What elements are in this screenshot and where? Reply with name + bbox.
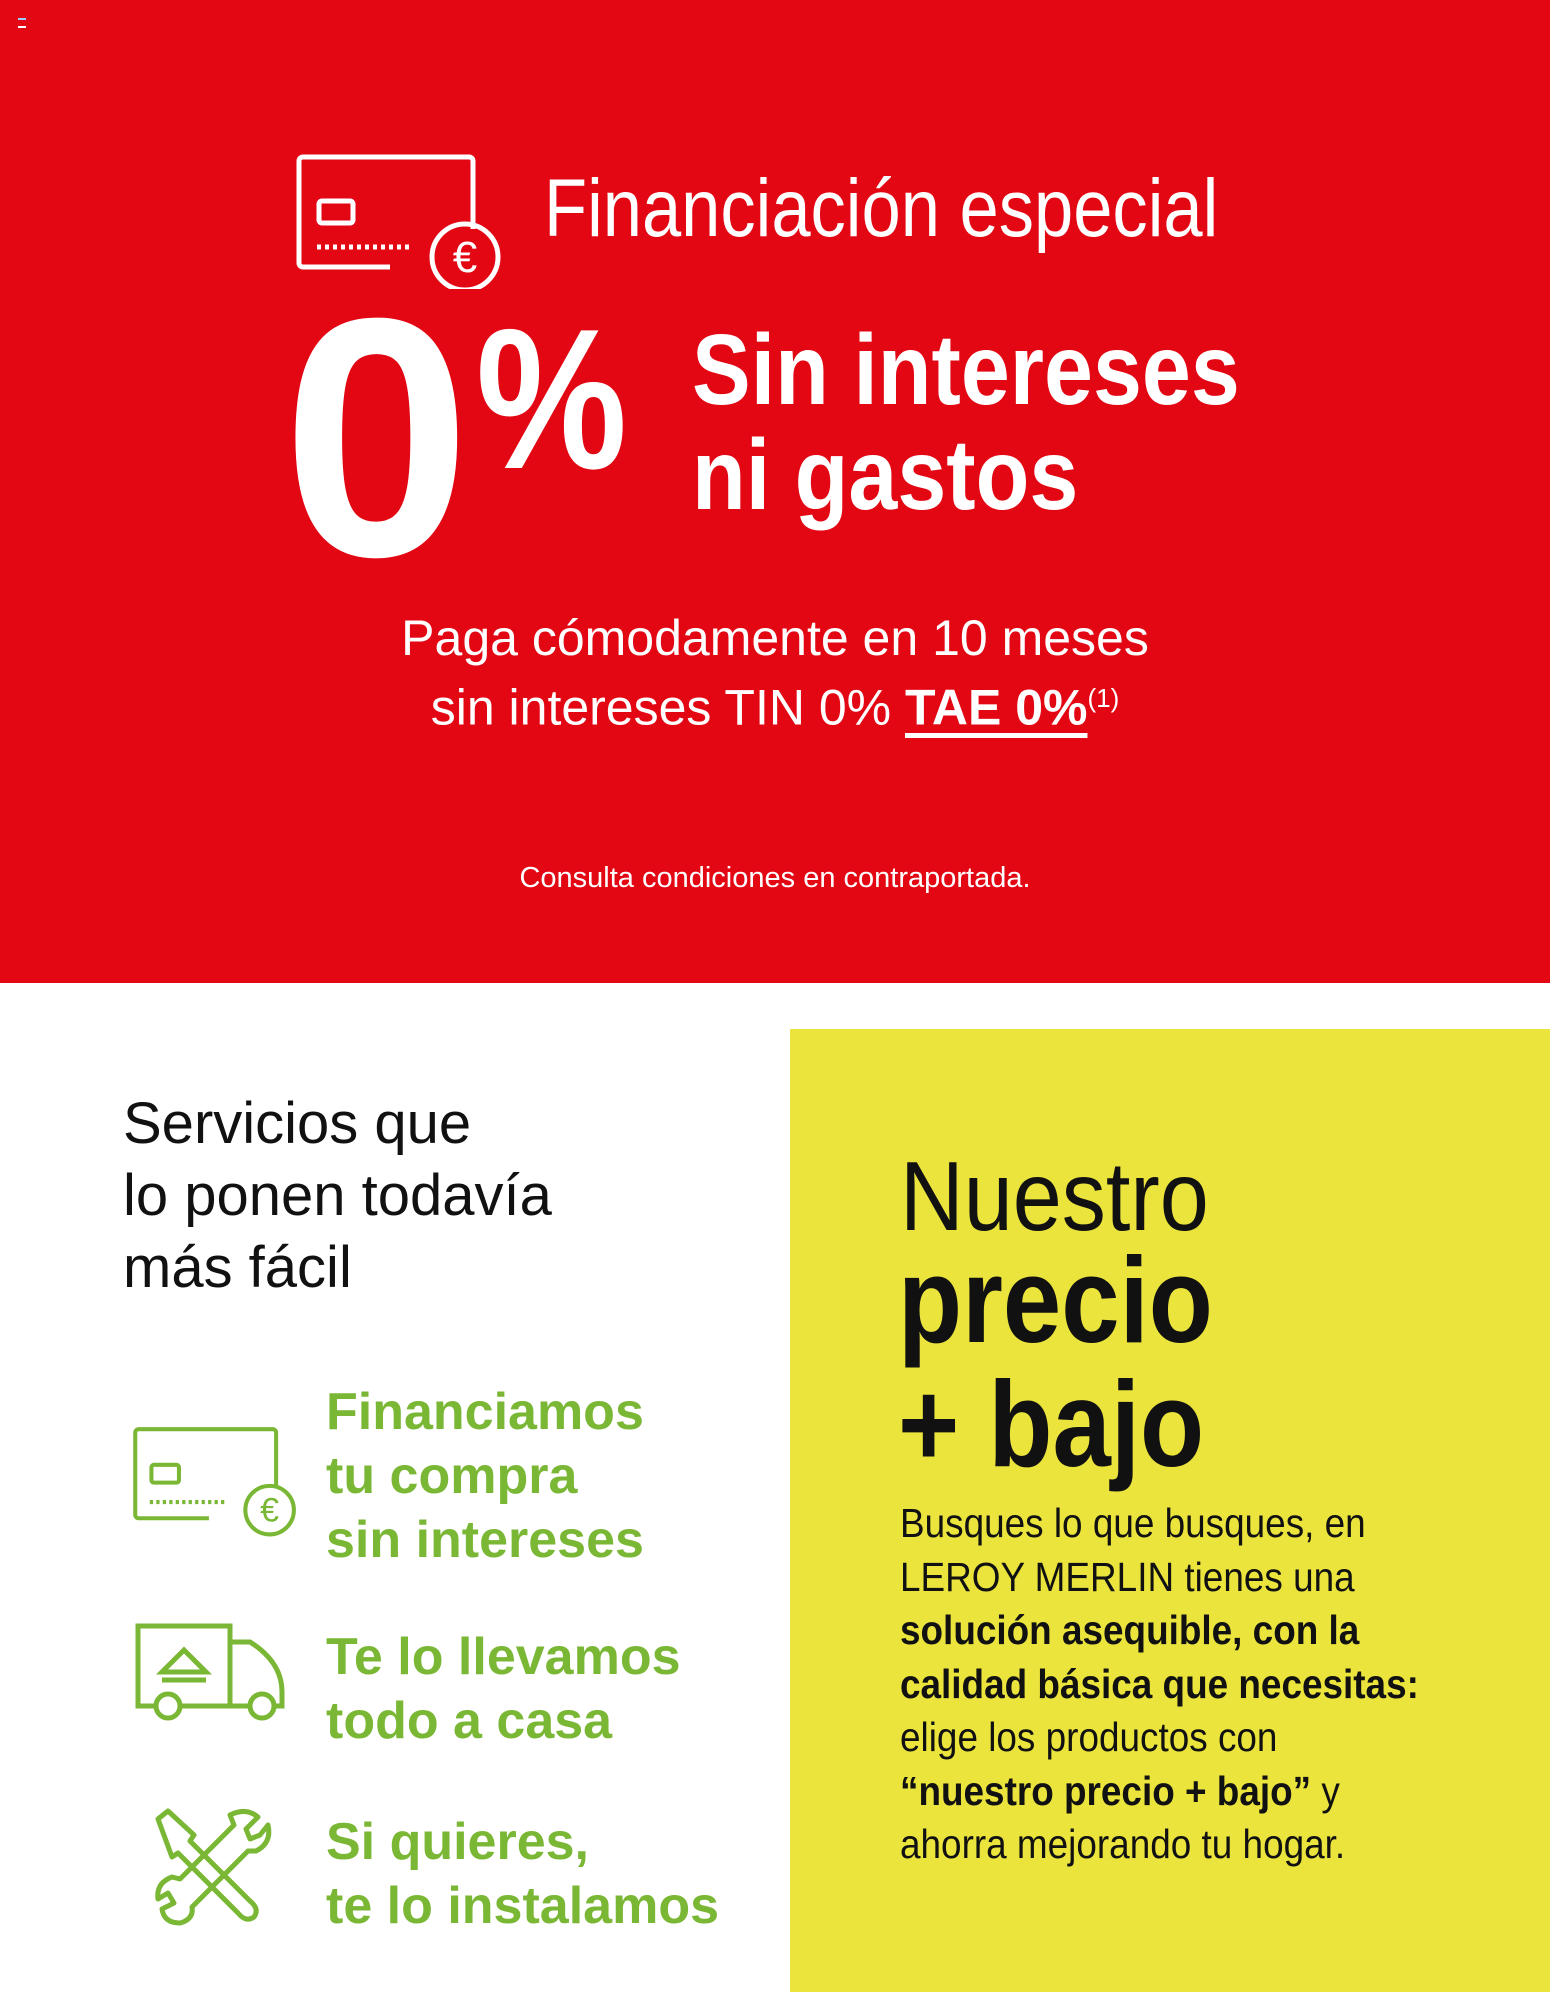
conditions-note: Consulta condiciones en contraportada.	[519, 862, 1031, 894]
financing-title: Financiación especial	[544, 163, 1219, 254]
delivery-truck-icon	[135, 1623, 285, 1721]
promo-title-light: Nuestro	[900, 1141, 1209, 1251]
service-delivery: Te lo llevamos todo a casa	[326, 1628, 681, 1750]
svg-text:€: €	[453, 233, 477, 282]
svg-text:€: €	[260, 1491, 279, 1529]
zero-number: 0	[282, 248, 472, 628]
tools-wrench-screwdriver-icon	[155, 1808, 272, 1926]
credit-card-euro-icon: €	[133, 1427, 296, 1537]
service-installation: Si quieres, te lo instalamos	[326, 1813, 719, 1935]
promo-title-bold-1: precio	[898, 1232, 1213, 1368]
credit-card-euro-icon: €	[296, 154, 501, 289]
percent-sign: %	[476, 288, 628, 511]
promo-title-bold-2: + bajo	[898, 1356, 1205, 1492]
promo-body: Busques lo que busques, en LEROY MERLIN …	[900, 1500, 1419, 1867]
tae-link[interactable]: TAE 0%	[905, 679, 1088, 736]
service-financing: Financiamos tu compra sin intereses	[326, 1383, 644, 1569]
headline-2: ni gastos	[692, 419, 1079, 531]
payment-line-2: sin intereses TIN 0% TAE 0%(1)	[430, 679, 1120, 736]
menu-icon	[18, 18, 26, 28]
payment-terms: Paga cómodamente en 10 meses sin interes…	[0, 608, 1550, 738]
low-price-panel: Nuestro precio + bajo Busques lo que bus…	[790, 1029, 1550, 1992]
services-title: Servicios que lo ponen todavía más fácil	[123, 1091, 552, 1300]
financing-banner: € Financiación especial 0 % Sin interese…	[0, 0, 1550, 983]
payment-line-1: Paga cómodamente en 10 meses	[401, 610, 1149, 666]
headline-1: Sin intereses	[692, 314, 1240, 426]
